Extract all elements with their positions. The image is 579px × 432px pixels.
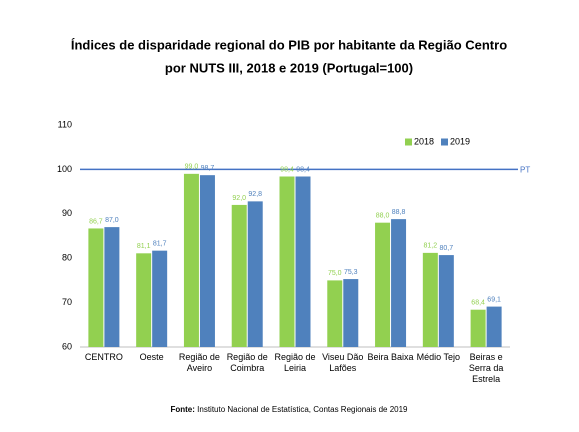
chart-title: por NUTS III, 2018 e 2019 (Portugal=100) [165, 60, 413, 75]
bar [438, 255, 454, 347]
bar [422, 252, 438, 347]
bar [152, 250, 168, 347]
bar [247, 201, 263, 347]
bar [391, 219, 407, 347]
value-label: 87,0 [105, 217, 119, 224]
reference-label: PT [520, 166, 530, 175]
bar [486, 306, 502, 347]
y-tick-label: 70 [62, 297, 72, 307]
bar [343, 279, 359, 347]
bar [295, 176, 311, 347]
bar [199, 175, 215, 347]
value-label: 88,0 [376, 213, 390, 220]
x-tick-label: Oeste [139, 352, 164, 362]
value-label: 80,7 [440, 245, 454, 252]
legend-swatch [441, 138, 448, 146]
value-label: 81,7 [153, 240, 167, 247]
y-tick-label: 90 [62, 208, 72, 218]
legend-label: 2018 [414, 136, 434, 146]
bar [136, 253, 152, 347]
value-label: 98,4 [296, 166, 310, 173]
value-label: 69,1 [487, 296, 501, 303]
bar [327, 280, 343, 347]
bar [375, 222, 391, 347]
x-tick-label: Região de Coimbra [226, 352, 268, 373]
bar [231, 204, 247, 347]
value-label: 92,0 [232, 195, 246, 202]
source-label: Fonte: [170, 405, 194, 414]
x-tick-label: Região de Aveiro [178, 352, 220, 373]
value-label: 98,7 [201, 165, 215, 172]
bar [104, 227, 120, 347]
source: Fonte: Instituto Nacional de Estatística… [170, 405, 408, 414]
x-tick-label: Médio Tejo [416, 352, 461, 362]
value-label: 86,7 [89, 218, 103, 225]
value-label: 81,1 [137, 243, 151, 250]
x-tick-label: CENTRO [84, 352, 123, 362]
value-label: 81,2 [424, 243, 438, 250]
bar [470, 309, 486, 347]
x-tick-label: Região de Leiria [274, 352, 316, 373]
x-tick-label: Beiras e Serra da Estrela [468, 352, 504, 384]
x-tick-label: Viseu Dão Lafões [322, 352, 364, 373]
y-tick-label: 80 [62, 253, 72, 263]
bar [183, 173, 199, 347]
bar [88, 228, 104, 347]
source-text: Instituto Nacional de Estatística, Conta… [197, 405, 408, 414]
x-tick-label: Beira Baixa [367, 352, 414, 362]
value-label: 98,4 [280, 166, 294, 173]
legend-label: 2019 [450, 136, 470, 146]
y-tick-label: 60 [62, 341, 72, 351]
value-label: 68,4 [471, 300, 485, 307]
value-label: 88,8 [392, 209, 406, 216]
y-tick-label: 100 [57, 164, 72, 174]
bar [279, 176, 295, 347]
value-label: 92,8 [248, 191, 262, 198]
y-tick-label: 110 [58, 119, 72, 129]
value-label: 75,3 [344, 269, 358, 276]
legend-swatch [405, 138, 412, 146]
value-label: 99,0 [185, 164, 199, 171]
value-label: 75,0 [328, 270, 342, 277]
chart-title: Índices de disparidade regional do PIB p… [71, 37, 507, 52]
